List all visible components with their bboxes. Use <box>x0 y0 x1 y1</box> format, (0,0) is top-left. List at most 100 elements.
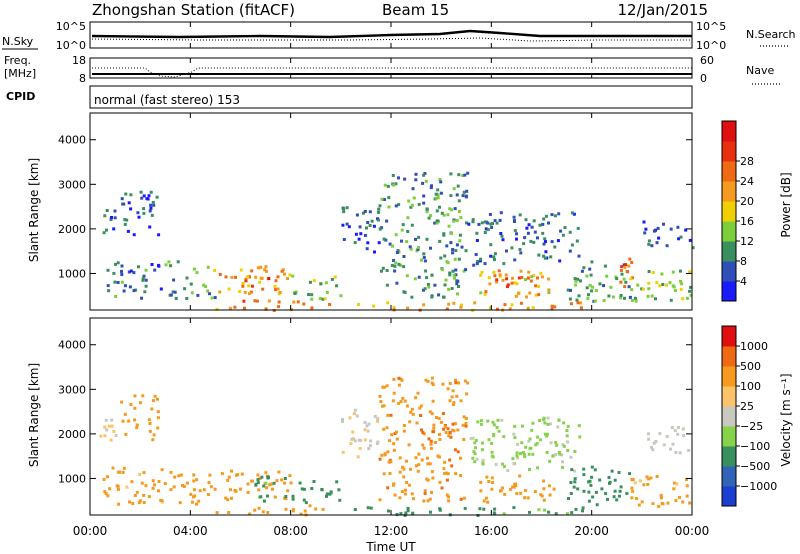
heatmap-cell <box>143 290 147 294</box>
heatmap-cell <box>356 455 360 459</box>
heatmap-cell <box>422 252 426 256</box>
heatmap-cell <box>512 432 516 436</box>
heatmap-cell <box>247 275 251 279</box>
heatmap-cell <box>475 457 479 461</box>
heatmap-cell <box>685 484 689 488</box>
heatmap-cell <box>500 418 504 422</box>
heatmap-cell <box>388 439 391 443</box>
heatmap-cell <box>403 291 407 294</box>
heatmap-cell <box>286 489 290 493</box>
heatmap-cell <box>385 283 389 287</box>
heatmap-cell <box>494 463 498 466</box>
heatmap-cell <box>623 296 626 300</box>
heatmap-cell <box>557 212 561 216</box>
heatmap-cell <box>300 487 304 491</box>
heatmap-cell <box>382 385 386 389</box>
heatmap-cell <box>501 278 505 282</box>
heatmap-cell <box>445 478 449 482</box>
heatmap-cell <box>270 487 274 491</box>
heatmap-cell <box>547 277 551 281</box>
heatmap-cell <box>159 287 163 291</box>
heatmap-cell <box>438 480 442 484</box>
heatmap-cell <box>506 283 510 287</box>
heatmap-cell <box>410 203 414 207</box>
heatmap-cell <box>213 487 217 491</box>
heatmap-cell <box>479 273 483 277</box>
heatmap-cell <box>585 274 589 278</box>
heatmap-cell <box>247 284 251 288</box>
heatmap-cell <box>406 306 410 310</box>
heatmap-cell <box>532 274 536 277</box>
heatmap-cell <box>528 468 531 471</box>
heatmap-cell <box>542 242 546 246</box>
heatmap-cell <box>120 269 123 273</box>
heatmap-cell <box>325 492 329 496</box>
heatmap-cell <box>192 488 196 492</box>
heatmap-cell <box>448 431 452 434</box>
heatmap-cell <box>461 174 465 177</box>
heatmap-cell <box>473 441 477 445</box>
heatmap-cell <box>138 499 142 503</box>
heatmap-cell <box>451 422 455 426</box>
colorbar-tick-label: −100 <box>740 440 770 453</box>
heatmap-cell <box>430 273 434 277</box>
heatmap-cell <box>446 213 450 217</box>
heatmap-cell <box>561 233 565 237</box>
heatmap-cell <box>124 432 128 436</box>
heatmap-cell <box>445 307 449 311</box>
heatmap-cell <box>477 222 481 226</box>
heatmap-cell <box>619 293 623 297</box>
heatmap-cell <box>402 424 406 427</box>
heatmap-cell <box>363 438 367 442</box>
heatmap-cell <box>453 422 457 426</box>
heatmap-cell <box>447 495 450 499</box>
heatmap-cell <box>449 194 453 198</box>
heatmap-cell <box>404 488 407 492</box>
heatmap-cell <box>561 460 564 464</box>
heatmap-cell <box>261 287 265 291</box>
heatmap-cell <box>439 420 443 424</box>
heatmap-cell <box>650 294 654 298</box>
heatmap-cell <box>405 459 408 463</box>
heatmap-cell <box>430 381 434 385</box>
heatmap-cell <box>428 497 432 501</box>
heatmap-cell <box>498 218 502 222</box>
heatmap-cell <box>489 254 493 258</box>
heatmap-cell <box>456 292 459 296</box>
heatmap-cell <box>291 509 295 513</box>
heatmap-cell <box>280 269 284 273</box>
heatmap-cell <box>369 439 373 443</box>
heatmap-cell <box>520 441 524 445</box>
heatmap-cell <box>646 483 650 486</box>
heatmap-cell <box>437 433 441 436</box>
heatmap-cell <box>414 456 418 460</box>
heatmap-cell <box>570 211 574 215</box>
heatmap-cell <box>513 220 516 223</box>
heatmap-cell <box>240 472 244 476</box>
heatmap-cell <box>638 479 642 483</box>
heatmap-cell <box>141 394 145 398</box>
heatmap-cell <box>679 235 683 239</box>
heatmap-cell <box>391 244 394 248</box>
heatmap-cell <box>404 511 408 515</box>
heatmap-cell <box>541 222 545 226</box>
heatmap-cell <box>561 465 565 469</box>
heatmap-cell <box>499 489 502 493</box>
heatmap-cell <box>516 456 520 460</box>
heatmap-cell <box>492 433 496 436</box>
heatmap-cell <box>440 486 444 490</box>
heatmap-cell <box>455 243 459 247</box>
heatmap-cell <box>542 498 546 502</box>
heatmap-cell <box>455 193 459 197</box>
heatmap-cell <box>198 489 202 493</box>
colorbar-tick-label: 25 <box>740 400 754 413</box>
heatmap-cell <box>607 294 611 298</box>
heatmap-cell <box>429 442 433 446</box>
heatmap-cell <box>474 446 477 450</box>
heatmap-cell <box>127 270 131 274</box>
heatmap-cell <box>218 273 222 276</box>
heatmap-cell <box>141 276 145 280</box>
heatmap-cell <box>381 404 384 408</box>
heatmap-cell <box>257 488 261 492</box>
heatmap-cell <box>416 391 420 395</box>
